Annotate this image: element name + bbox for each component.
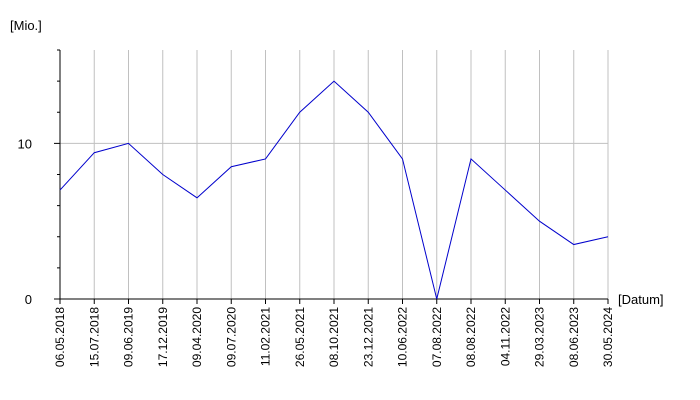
x-tick-label: 09.04.2020 [190,307,204,367]
x-tick-label: 09.07.2020 [224,307,238,367]
x-tick-label: 23.12.2021 [361,307,375,367]
x-tick-label: 11.02.2021 [259,307,273,366]
data-line [59,80,609,300]
x-tick-label: 08.10.2021 [327,307,341,367]
y-tick-label: 0 [25,292,32,307]
x-tick-label: 17.12.2019 [156,307,170,367]
x-tick-label: 26.05.2021 [293,307,307,367]
x-tick-label: 10.06.2022 [396,307,410,367]
x-tick-label: 08.08.2022 [464,307,478,367]
x-axis-label: [Datum] [618,292,664,307]
y-axis-label: [Mio.] [10,18,42,33]
x-tick-label: 09.06.2019 [122,307,136,367]
x-tick-label: 15.07.2018 [87,307,101,367]
x-tick-label: 06.05.2018 [53,307,67,367]
x-tick-label: 30.05.2024 [601,307,615,367]
x-tick-label: 29.03.2023 [533,307,547,367]
x-tick-label: 08.06.2023 [567,307,581,367]
x-tick-label: 04.11.2022 [498,307,512,366]
x-tick-label: 07.08.2022 [430,307,444,367]
y-tick-label: 10 [18,136,32,151]
